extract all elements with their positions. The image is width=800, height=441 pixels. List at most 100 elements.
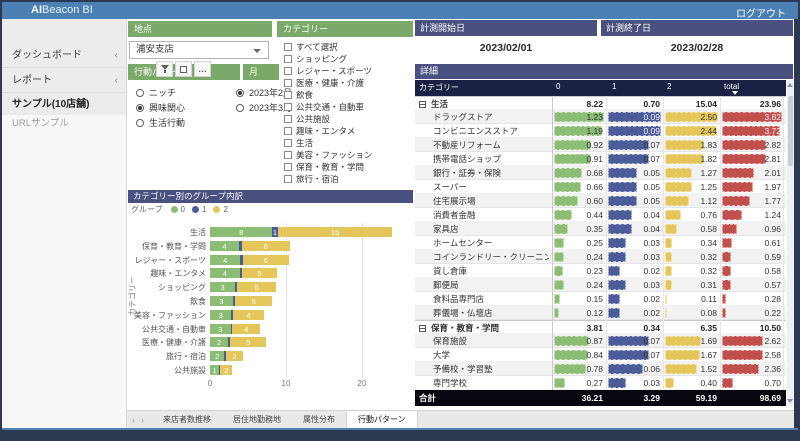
tab-prev-icon[interactable]: ‹ <box>132 414 135 425</box>
table-row[interactable]: 保育・教育・学問 3.81 0.34 6.35 10.50 <box>415 320 786 334</box>
table-row[interactable]: 食料品専門店 0.15 0.02 0.11 0.28 <box>415 292 786 306</box>
category-checkbox[interactable]: 公共施設 <box>284 113 330 125</box>
chart-bar-segment[interactable]: 5 <box>241 268 277 279</box>
report-tab[interactable]: 行動パターン <box>346 411 418 428</box>
chart-bar-segment[interactable] <box>232 296 236 306</box>
category-checkbox[interactable]: 飲食 <box>284 89 313 101</box>
column-header[interactable]: total <box>724 82 740 91</box>
chart-bar-segment[interactable]: 4 <box>233 309 264 320</box>
table-row[interactable]: コインランドリー・クリーニング店0.240.030.320.59 <box>415 250 786 264</box>
focus-mode-icon[interactable] <box>175 61 192 77</box>
table-row[interactable]: 貸し倉庫 0.23 0.02 0.32 0.58 <box>415 264 786 278</box>
table-row[interactable]: 不動産リフォーム 0.92 0.07 1.83 2.82 <box>415 138 786 152</box>
category-checkbox[interactable]: 美容・ファッション <box>284 149 373 161</box>
table-row[interactable]: 住宅展示場 0.60 0.05 1.12 1.77 <box>415 194 786 208</box>
table-scrollbar[interactable] <box>787 80 794 406</box>
sidebar-item[interactable]: サンプル(10店舗) <box>12 99 90 110</box>
filter-icon[interactable] <box>156 61 173 77</box>
column-header[interactable]: 0 <box>556 82 561 91</box>
chart-bar-segment[interactable]: 5 <box>235 296 273 306</box>
table-row[interactable]: 葬儀場・仏壇店 0.12 0.02 0.08 0.22 <box>415 306 786 320</box>
report-tab[interactable]: 属性分布 <box>303 415 335 424</box>
more-options-icon[interactable]: … <box>194 61 211 77</box>
report-tab[interactable]: 居住地勤務地 <box>233 415 281 424</box>
detail-table-header[interactable]: カテゴリー 0 1 2 total <box>415 80 786 96</box>
scroll-up-icon[interactable] <box>787 83 793 87</box>
chart-bar-segment[interactable]: 6 <box>241 240 290 251</box>
column-header[interactable]: 1 <box>612 82 617 91</box>
category-checkbox[interactable]: 医療・健康・介護 <box>284 77 364 89</box>
chart-bar-segment[interactable]: 3 <box>210 282 236 293</box>
legend-item[interactable]: 2 <box>213 205 228 214</box>
collapse-icon[interactable] <box>419 101 426 108</box>
chart-bar-segment[interactable]: 3 <box>210 323 231 334</box>
table-row[interactable]: 携帯電話ショップ 0.91 0.07 1.82 2.81 <box>415 152 786 166</box>
table-row[interactable]: コンビニエンスストア 1.19 0.09 2.44 3.72 <box>415 124 786 138</box>
chart-bar-segment[interactable]: 4 <box>210 240 239 251</box>
radio-option[interactable]: ニッチ <box>136 86 176 101</box>
table-row[interactable]: ドラッグストア 1.23 0.09 2.50 3.82 <box>415 110 786 124</box>
radio-option[interactable]: 生活行動 <box>136 116 185 131</box>
table-row[interactable]: 保育施設 0.87 0.07 1.69 2.62 <box>415 334 786 348</box>
radio-option[interactable]: 2023年2月 <box>236 86 292 101</box>
chart-bar-segment[interactable] <box>239 268 242 279</box>
chart-bar-segment[interactable] <box>240 254 244 265</box>
chart-bar-segment[interactable]: 5 <box>237 282 277 293</box>
table-row[interactable]: 消費者金融 0.44 0.04 0.76 1.24 <box>415 208 786 222</box>
table-row[interactable]: ホームセンター 0.25 0.03 0.34 0.61 <box>415 236 786 250</box>
chart-bar-segment[interactable] <box>224 351 226 362</box>
column-header[interactable]: 2 <box>667 82 672 91</box>
chart-bar-segment[interactable]: 5 <box>230 337 267 348</box>
table-scrollbar-thumb[interactable] <box>788 96 793 166</box>
category-checkbox[interactable]: 公共交通・自動車 <box>284 101 364 113</box>
radio-option[interactable]: 2023年3月 <box>236 101 292 116</box>
sidebar-item[interactable]: レポート ‹ <box>2 69 126 93</box>
chart-bar-segment[interactable]: 2 <box>225 351 243 362</box>
chart-bar-segment[interactable]: 15 <box>277 227 393 237</box>
category-checkbox[interactable]: すべて選択 <box>284 41 338 53</box>
chart-bar-segment[interactable] <box>235 282 238 293</box>
table-row[interactable]: スーパー 0.66 0.05 1.25 1.97 <box>415 180 786 194</box>
table-row[interactable]: 生活 8.22 0.70 15.04 23.96 <box>415 96 786 110</box>
chart-bar-segment[interactable]: 2 <box>220 365 233 375</box>
category-checkbox[interactable]: 旅行・宿泊 <box>284 173 339 185</box>
table-row[interactable]: 予備校・学習塾 0.78 0.06 1.52 2.36 <box>415 362 786 376</box>
column-header[interactable]: カテゴリー <box>419 83 459 92</box>
category-checkbox[interactable]: ショッピング <box>284 53 347 65</box>
chart-bar-segment[interactable]: 3 <box>210 296 233 306</box>
legend-item[interactable]: 1 <box>191 205 206 214</box>
chart-bar-segment[interactable] <box>231 309 234 320</box>
report-tab[interactable]: 来店者数推移 <box>163 415 211 424</box>
chart-bar-segment[interactable] <box>230 323 233 334</box>
category-checkbox[interactable]: 趣味・エンタメ <box>284 125 355 137</box>
chart-bar-segment[interactable]: 1 <box>210 365 220 375</box>
chart-bar-segment[interactable]: 4 <box>210 254 241 265</box>
table-row[interactable]: 銀行・証券・保険 0.68 0.05 1.27 2.01 <box>415 166 786 180</box>
table-row[interactable]: 大学 0.84 0.07 1.67 2.58 <box>415 348 786 362</box>
category-checkbox[interactable]: 保育・教育・学問 <box>284 161 364 173</box>
tab-next-icon[interactable]: › <box>141 414 144 425</box>
chart-bar-segment[interactable]: 2 <box>210 351 225 362</box>
sidebar-item[interactable]: ダッシュボード ‹ <box>2 44 126 68</box>
category-checkbox[interactable]: レジャー・スポーツ <box>284 65 372 77</box>
chart-bar-segment[interactable]: 4 <box>232 323 261 334</box>
scroll-down-icon[interactable] <box>787 399 793 403</box>
category-checkbox[interactable]: 生活 <box>284 137 313 149</box>
radio-option[interactable]: 興味関心 <box>136 101 185 116</box>
legend-item[interactable]: 0 <box>170 205 185 214</box>
chart-bar-segment[interactable] <box>238 240 242 251</box>
chart-bar-segment[interactable]: 6 <box>243 254 289 265</box>
chart-bar-segment[interactable]: 2 <box>210 337 229 348</box>
sidebar-item[interactable]: URLサンプル <box>12 118 69 129</box>
collapse-icon[interactable] <box>419 325 426 332</box>
table-row[interactable]: 家具店 0.35 0.04 0.58 0.96 <box>415 222 786 236</box>
chart-bar-segment[interactable]: 1 <box>272 227 278 237</box>
chart-bar-segment[interactable] <box>219 365 221 375</box>
chart-bar-segment[interactable]: 3 <box>210 309 232 320</box>
table-row[interactable]: 専門学校 0.27 0.03 0.40 0.70 <box>415 376 786 390</box>
chart-bar-segment[interactable]: 4 <box>210 268 240 279</box>
location-dropdown[interactable]: 浦安支店 <box>129 41 269 59</box>
chart-bar-segment[interactable]: 8 <box>210 227 273 237</box>
table-row[interactable]: 郵便局 0.24 0.03 0.31 0.57 <box>415 278 786 292</box>
chart-bar-segment[interactable] <box>228 337 231 348</box>
